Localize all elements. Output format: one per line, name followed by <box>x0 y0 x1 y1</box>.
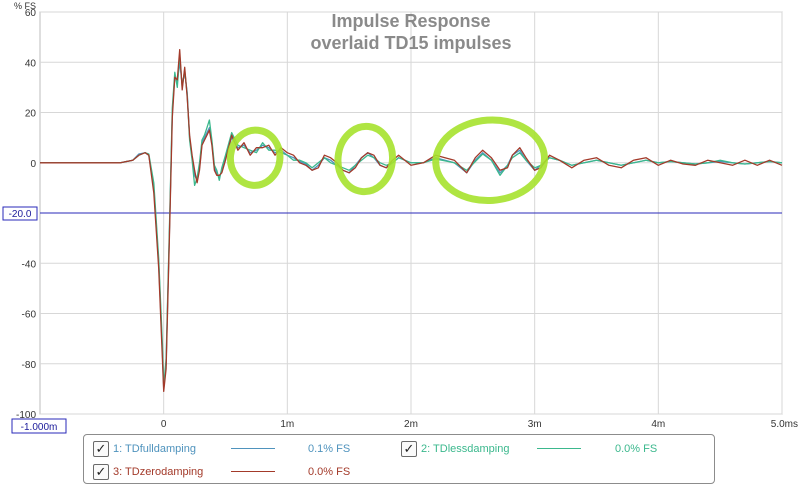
chart-subtitle: overlaid TD15 impulses <box>310 33 511 53</box>
legend-checkbox-tdfulldamping[interactable]: ✓ <box>93 441 109 457</box>
x-tick-label: 4m <box>651 419 665 430</box>
y-tick-label: -40 <box>22 259 37 270</box>
cursor-value-box <box>2 206 38 221</box>
chart-title: Impulse Response <box>331 11 490 31</box>
legend-label-tdfulldamping: 1: TDfulldamping <box>113 443 196 455</box>
x-tick-label: 3m <box>528 419 542 430</box>
y-tick-label: 40 <box>25 58 37 69</box>
y-tick-label: 20 <box>25 109 37 120</box>
x-tick-label: 1m <box>280 419 294 430</box>
legend-value-tdzerodamping: 0.0% FS <box>308 466 351 478</box>
legend-checkbox-tdzerodamping[interactable]: ✓ <box>93 464 109 480</box>
highlight-marker <box>432 116 548 205</box>
cursor-value-label: -20.0 <box>9 209 32 220</box>
legend-label-tdlessdamping: 2: TDlessdamping <box>421 443 510 455</box>
y-tick-label: -60 <box>22 310 37 321</box>
legend-value-tdfulldamping: 0.1% FS <box>308 443 351 455</box>
legend-label-tdzerodamping: 3: TDzerodamping <box>113 466 204 478</box>
x-start-label: -1.000m <box>21 422 58 433</box>
legend-panel: ✓ 1: TDfulldamping 0.1% FS ✓ 2: TDlessda… <box>83 434 715 484</box>
x-start-box <box>11 418 67 434</box>
series-line-3 <box>40 49 783 393</box>
y-axis-unit-label: % FS <box>14 1 36 11</box>
highlight-marker <box>226 126 284 189</box>
x-tick-label: 5.0ms <box>771 419 798 430</box>
legend-value-tdlessdamping: 0.0% FS <box>615 443 658 455</box>
y-tick-label: 60 <box>25 8 37 19</box>
legend-swatch-tdlessdamping <box>537 448 581 449</box>
legend-checkbox-tdlessdamping[interactable]: ✓ <box>401 441 417 457</box>
x-tick-label: 2m <box>404 419 418 430</box>
legend-swatch-tdfulldamping <box>231 448 275 449</box>
y-tick-label: -100 <box>16 410 36 421</box>
y-tick-label: -80 <box>22 360 37 371</box>
highlight-marker <box>334 122 397 196</box>
legend-swatch-tdzerodamping <box>231 471 275 472</box>
x-tick-label: 0 <box>161 419 167 430</box>
y-tick-label: 0 <box>30 159 36 170</box>
